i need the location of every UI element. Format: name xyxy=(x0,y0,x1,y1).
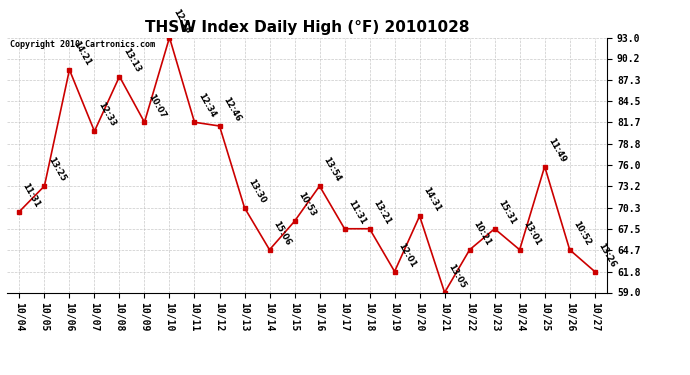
Text: 13:05: 13:05 xyxy=(446,262,467,290)
Text: 13:25: 13:25 xyxy=(46,156,67,183)
Text: 13:30: 13:30 xyxy=(246,177,267,205)
Text: 12:33: 12:33 xyxy=(96,101,117,129)
Text: 10:21: 10:21 xyxy=(471,219,492,247)
Text: 11:49: 11:49 xyxy=(546,136,567,164)
Text: 14:31: 14:31 xyxy=(421,186,442,213)
Text: 11:31: 11:31 xyxy=(21,181,42,209)
Text: 15:31: 15:31 xyxy=(496,198,518,226)
Text: 11:31: 11:31 xyxy=(346,198,367,226)
Text: 13:13: 13:13 xyxy=(121,46,142,74)
Text: 15:06: 15:06 xyxy=(271,219,292,247)
Text: 12:01: 12:01 xyxy=(396,241,417,269)
Text: 13:01: 13:01 xyxy=(521,219,542,247)
Text: 10:53: 10:53 xyxy=(296,191,317,219)
Text: Copyright 2010 Cartronics.com: Copyright 2010 Cartronics.com xyxy=(10,40,155,49)
Text: 13:21: 13:21 xyxy=(371,198,392,226)
Title: THSW Index Daily High (°F) 20101028: THSW Index Daily High (°F) 20101028 xyxy=(145,20,469,35)
Text: 12:46: 12:46 xyxy=(221,96,242,123)
Text: 10:07: 10:07 xyxy=(146,92,167,120)
Text: 12:34: 12:34 xyxy=(196,92,217,120)
Text: 14:21: 14:21 xyxy=(71,39,92,67)
Text: 13:54: 13:54 xyxy=(321,156,342,183)
Text: 13:26: 13:26 xyxy=(596,241,618,269)
Text: 12:18: 12:18 xyxy=(171,7,192,35)
Text: 10:52: 10:52 xyxy=(571,219,592,247)
